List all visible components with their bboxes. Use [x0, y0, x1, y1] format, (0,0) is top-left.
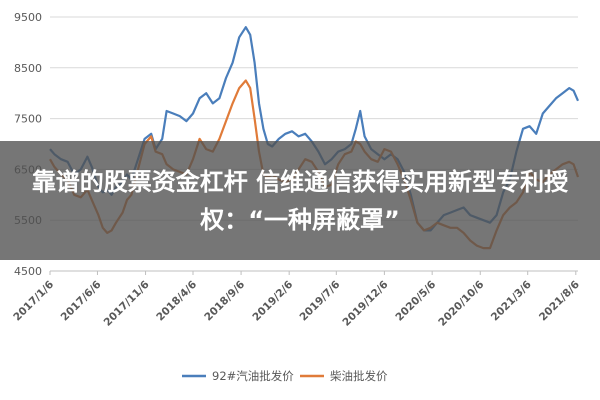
x-tick-label: 2021/3/6 [489, 279, 534, 324]
headline-text: 靠谱的股票资金杠杆 信维通信获得实用新型专利授权：“一种屏蔽罩” [31, 167, 569, 234]
legend-label: 柴油批发价 [330, 369, 388, 383]
y-tick-label: 4500 [14, 265, 42, 278]
x-tick-label: 2018/4/6 [154, 279, 199, 324]
y-tick-label: 9500 [14, 11, 42, 24]
y-tick-label: 8500 [14, 62, 42, 75]
legend: 92#汽油批发价 柴油批发价 [182, 369, 388, 383]
y-tick-label: 7500 [14, 113, 42, 126]
x-tick-label: 2018/9/6 [202, 279, 247, 324]
x-tick-label: 2019/7/6 [298, 279, 343, 324]
x-tick-label: 2017/6/6 [59, 279, 104, 324]
x-tick-label: 2020/5/6 [393, 279, 438, 324]
x-tick-label: 2017/1/6 [11, 279, 56, 324]
x-tick-label: 2017/11/6 [102, 279, 152, 329]
x-tick-label: 2021/8/6 [537, 279, 582, 324]
legend-label: 92#汽油批发价 [212, 369, 294, 383]
x-tick-label: 2019/12/6 [340, 279, 390, 329]
x-tick-label: 2019/2/6 [250, 279, 295, 324]
headline-overlay: 靠谱的股票资金杠杆 信维通信获得实用新型专利授权：“一种屏蔽罩” [0, 141, 600, 260]
x-tick-label: 2020/10/6 [436, 279, 486, 329]
